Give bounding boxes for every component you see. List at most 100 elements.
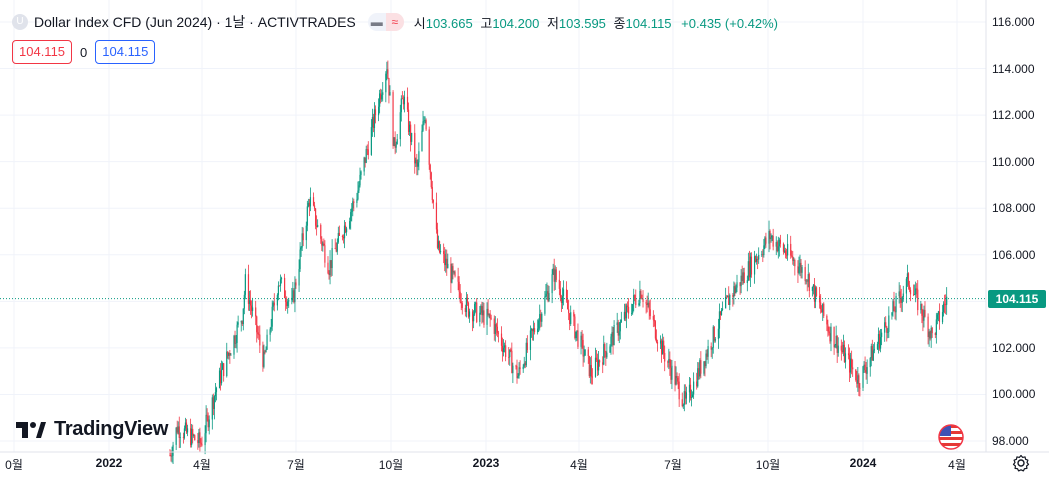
symbol-logo-icon[interactable]: U [12,14,28,30]
candle-body [345,228,348,233]
candle-body [836,335,838,353]
candle-body [823,303,825,316]
candle-body [235,342,237,344]
candle-body [884,322,886,333]
candle-body [308,202,310,207]
candle-body [782,243,785,252]
candle-body [262,345,264,367]
candle-body [372,117,375,129]
candle-body [696,381,698,387]
grid-lines [0,0,986,452]
candle-body [833,326,835,348]
candle-body [857,375,859,384]
candle-body [599,360,601,363]
candle-body [769,231,771,239]
high-label: 고 [480,15,493,31]
candle-body [941,312,944,323]
candle-body [294,282,296,303]
candle-body [215,388,218,393]
candle-body [236,324,238,343]
candle-body [458,281,460,292]
candle-body [327,262,329,274]
candle-body [602,362,604,365]
symbol-title[interactable]: Dollar Index CFD (Jun 2024) · 1날 · ACTIV… [34,14,356,30]
candle-body [183,428,186,438]
candle-body [190,428,192,446]
candle-body [710,346,712,350]
candle-body [512,365,514,374]
candle-body [732,294,734,297]
candle-body [653,319,655,322]
candle-body [415,159,417,164]
candle-body [443,251,445,254]
candle-body [826,315,828,325]
candle-body [662,340,664,355]
candle-body [531,329,534,332]
candle-body [859,387,861,389]
minus-icon[interactable]: ▬ [370,15,383,29]
candle-body [185,422,188,433]
tradingview-logo[interactable]: TradingView [16,418,168,441]
candle-body [783,250,786,252]
candle-body [898,291,900,297]
candle-body [623,311,626,320]
candle-body [350,212,352,222]
candle-body [545,293,547,297]
candle-body [338,232,340,236]
candle-body [538,320,540,329]
y-tick-label: 100.000 [992,387,1036,402]
candle-body [425,120,427,130]
sell-price-button[interactable]: 104.115 [12,40,73,64]
candle-body [389,92,391,96]
x-tick-label: 2024 [849,456,877,470]
candle-body [226,351,228,377]
candle-body [487,308,489,315]
candle-body [278,285,281,287]
brand-name: TradingView [54,418,169,440]
candle-body [626,305,629,307]
legend-toggle-pill[interactable]: ▬ ≈ [367,13,404,31]
candle-body [500,333,503,346]
candle-body [902,293,904,298]
candle-body [394,137,396,148]
candle-body [471,311,474,322]
close-label: 종 [613,15,626,31]
candle-body [757,258,759,260]
candle-body [198,432,200,444]
candle-body [393,137,395,146]
approx-icon[interactable]: ≈ [385,13,404,31]
candle-body [237,322,239,325]
candle-body [639,290,641,304]
candle-body [387,69,389,79]
candles [169,60,948,464]
candle-body [533,328,536,333]
candle-body [747,261,749,281]
candle-body [486,308,488,325]
candle-body [208,419,210,428]
us-flag-icon[interactable] [938,424,964,450]
spread-value: 0 [80,44,88,60]
candle-body [573,312,575,317]
candle-body [272,302,274,307]
candle-body [255,307,257,317]
buy-price-button[interactable]: 104.115 [95,40,156,64]
candle-body [756,258,758,262]
candle-body [414,132,416,164]
candle-body [906,273,909,279]
candle-body [739,282,741,287]
candle-body [842,344,844,353]
candle-body [604,344,606,352]
settings-gear-icon[interactable] [1012,454,1030,472]
candle-body [244,274,246,295]
low-label: 저 [546,15,559,31]
candle-body [453,271,455,273]
candle-body [676,376,678,378]
candle-body [182,437,184,438]
candle-body [517,376,519,379]
candle-body [480,306,482,313]
candle-body [735,287,737,293]
candle-body [746,280,748,284]
candle-body [302,233,304,241]
candle-body [264,351,266,353]
